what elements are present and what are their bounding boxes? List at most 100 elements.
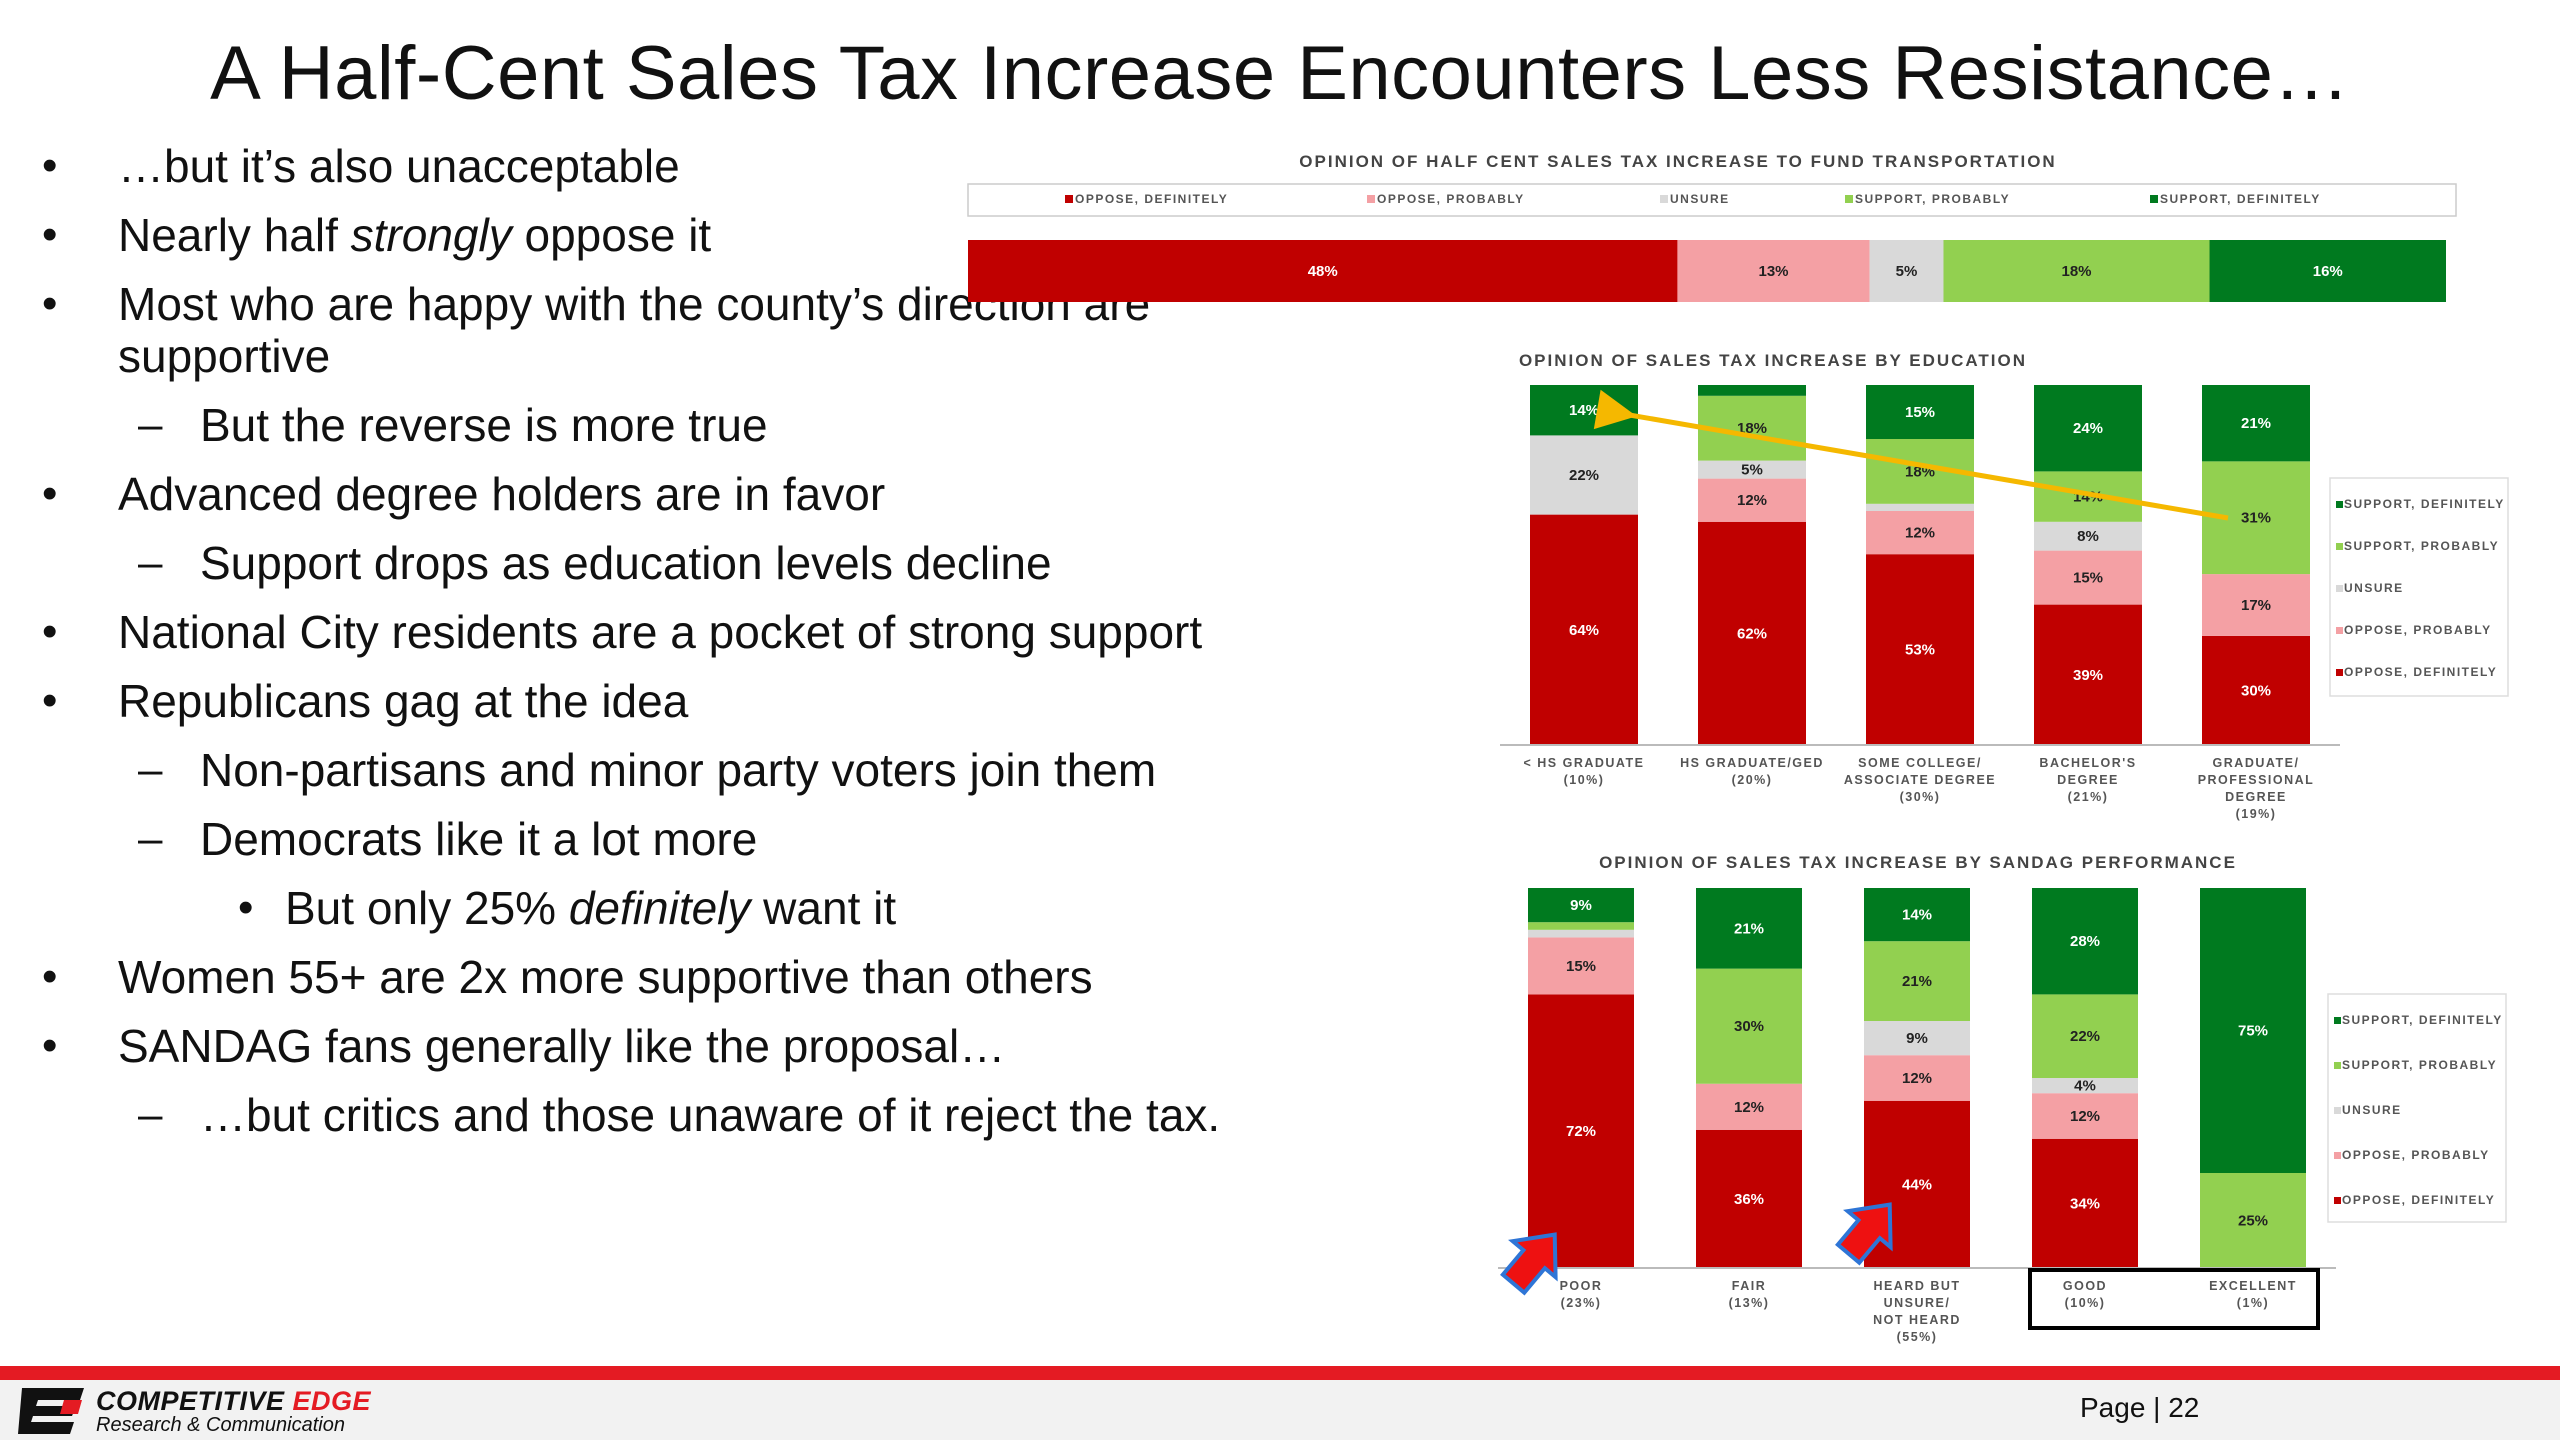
- bar-segment: [1866, 554, 1974, 745]
- x-tick-label: (21%): [2068, 790, 2109, 804]
- bar-segment: [2034, 550, 2142, 605]
- bar-segment: [1866, 511, 1974, 555]
- bullet-marker: •: [42, 607, 58, 656]
- x-tick-label: (30%): [1900, 790, 1941, 804]
- data-label: 48%: [1308, 263, 1338, 280]
- x-tick-label: NOT HEARD: [1873, 1313, 1961, 1327]
- bar-segment: [1698, 478, 1806, 522]
- data-label: 21%: [2241, 415, 2271, 432]
- data-label: 21%: [1902, 973, 1932, 990]
- bullet-item: • …but it’s also unacceptable: [40, 140, 1340, 192]
- data-label: 75%: [2238, 1023, 2268, 1040]
- bullet-marker: •: [42, 952, 58, 1001]
- legend-label: SUPPORT, DEFINITELY: [2344, 497, 2505, 511]
- data-label: 15%: [1566, 958, 1596, 975]
- legend-swatch: [1065, 195, 1073, 203]
- data-label: 14%: [1569, 402, 1599, 419]
- bullet-marker: •: [42, 1021, 58, 1070]
- legend-label: OPPOSE, DEFINITELY: [2344, 665, 2497, 679]
- data-label: 4%: [2074, 1078, 2096, 1095]
- bar-segment: [1696, 888, 1802, 969]
- data-label: 15%: [1905, 404, 1935, 421]
- bar-segment: [968, 240, 1678, 302]
- legend-swatch: [2336, 669, 2343, 676]
- data-label: 22%: [1569, 467, 1599, 484]
- data-label: 17%: [2241, 597, 2271, 614]
- data-label: 30%: [2241, 682, 2271, 699]
- x-tick-label: (10%): [2065, 1296, 2106, 1310]
- highlight-box: [2028, 1268, 2320, 1330]
- legend-label: OPPOSE, PROBABLY: [2344, 623, 2492, 637]
- bullet-item: • Nearly half strongly oppose it: [40, 209, 1340, 261]
- bar-segment: [2034, 604, 2142, 745]
- legend-label: SUPPORT, PROBABLY: [2342, 1058, 2497, 1072]
- legend-swatch: [1367, 195, 1375, 203]
- legend-swatch: [1660, 195, 1668, 203]
- bar-segment: [1869, 240, 1944, 302]
- data-label: 25%: [2238, 1213, 2268, 1230]
- bullet-item: • Women 55+ are 2x more supportive than o…: [40, 951, 1340, 1003]
- bar-segment: [1696, 968, 1802, 1084]
- legend-swatch: [2336, 585, 2343, 592]
- bullet-marker: •: [42, 279, 58, 328]
- bullet-text: Nearly half: [118, 209, 351, 261]
- bar-segment: [1864, 941, 1970, 1021]
- bar-segment: [1866, 503, 1974, 511]
- data-label: 64%: [1569, 622, 1599, 639]
- x-tick-label: PROFESSIONAL: [2198, 773, 2315, 787]
- bar-segment: [2202, 385, 2310, 462]
- bullet-item: – Support drops as education levels decli…: [40, 537, 1340, 589]
- bar-segment: [2200, 1173, 2306, 1268]
- data-label: 62%: [1737, 625, 1767, 642]
- chart-title: OPINION OF SALES TAX INCREASE BY SANDAG …: [1599, 853, 2237, 872]
- bullet-item: – Democrats like it a lot more: [40, 813, 1340, 865]
- bar-segment: [2034, 385, 2142, 472]
- bar-segment: [1864, 1021, 1970, 1056]
- legend-label: SUPPORT, DEFINITELY: [2160, 192, 2321, 206]
- bullet-text: Democrats like it a lot more: [200, 813, 758, 865]
- bar-segment: [2034, 471, 2142, 522]
- chart-legend: [2329, 477, 2509, 697]
- legend-label: OPPOSE, PROBABLY: [2342, 1148, 2490, 1162]
- legend-label: UNSURE: [1670, 192, 1730, 206]
- data-label: 21%: [1734, 920, 1764, 937]
- bullet-list: • …but it’s also unacceptable • Nearly half…: [40, 140, 1340, 1158]
- bullet-text: Republicans gag at the idea: [118, 675, 689, 727]
- bar-segment: [2032, 888, 2138, 995]
- legend-swatch: [2336, 501, 2343, 508]
- data-label: 39%: [2073, 667, 2103, 684]
- data-label: 22%: [2070, 1028, 2100, 1045]
- bullet-text: Most who are happy with the county’s dir…: [118, 278, 1151, 382]
- data-label: 9%: [1906, 1030, 1928, 1047]
- bullet-item: • Advanced degree holders are in favor: [40, 468, 1340, 520]
- data-label: 30%: [1734, 1018, 1764, 1035]
- bar-segment: [1528, 922, 1634, 930]
- bullet-item: – …but critics and those unaware of it re…: [40, 1089, 1340, 1141]
- footer-red-bar: [0, 1366, 2560, 1380]
- bullet-text: But the reverse is more true: [200, 399, 768, 451]
- x-tick-label: HS GRADUATE/GED: [1680, 756, 1824, 770]
- chart-opinion-by-education: OPINION OF SALES TAX INCREASE BY EDUCATI…: [1500, 351, 2509, 821]
- data-label: 13%: [1758, 263, 1788, 280]
- data-label: 12%: [2070, 1108, 2100, 1125]
- legend-swatch: [2336, 627, 2343, 634]
- bullet-text: Non-partisans and minor party voters joi…: [200, 744, 1157, 796]
- data-label: 14%: [1902, 907, 1932, 924]
- bar-segment: [1696, 1083, 1802, 1130]
- x-tick-label: HEARD BUT: [1873, 1279, 1960, 1293]
- bullet-text: …but it’s also unacceptable: [118, 140, 680, 192]
- bar-segment: [1528, 994, 1634, 1268]
- x-tick-label: POOR: [1560, 1279, 1603, 1293]
- bullet-marker: –: [138, 538, 163, 587]
- legend-swatch: [2334, 1062, 2341, 1069]
- data-label: 12%: [1902, 1070, 1932, 1087]
- bar-segment: [1696, 1129, 1802, 1268]
- x-tick-label: GOOD: [2063, 1279, 2107, 1293]
- data-label: 16%: [2313, 263, 2343, 280]
- data-label: 24%: [2073, 420, 2103, 437]
- bullet-marker: •: [42, 210, 58, 259]
- chart-title: OPINION OF SALES TAX INCREASE BY EDUCATI…: [1519, 351, 2027, 370]
- x-tick-label: (10%): [1564, 773, 1605, 787]
- legend-label: UNSURE: [2344, 581, 2404, 595]
- legend-label: UNSURE: [2342, 1103, 2402, 1117]
